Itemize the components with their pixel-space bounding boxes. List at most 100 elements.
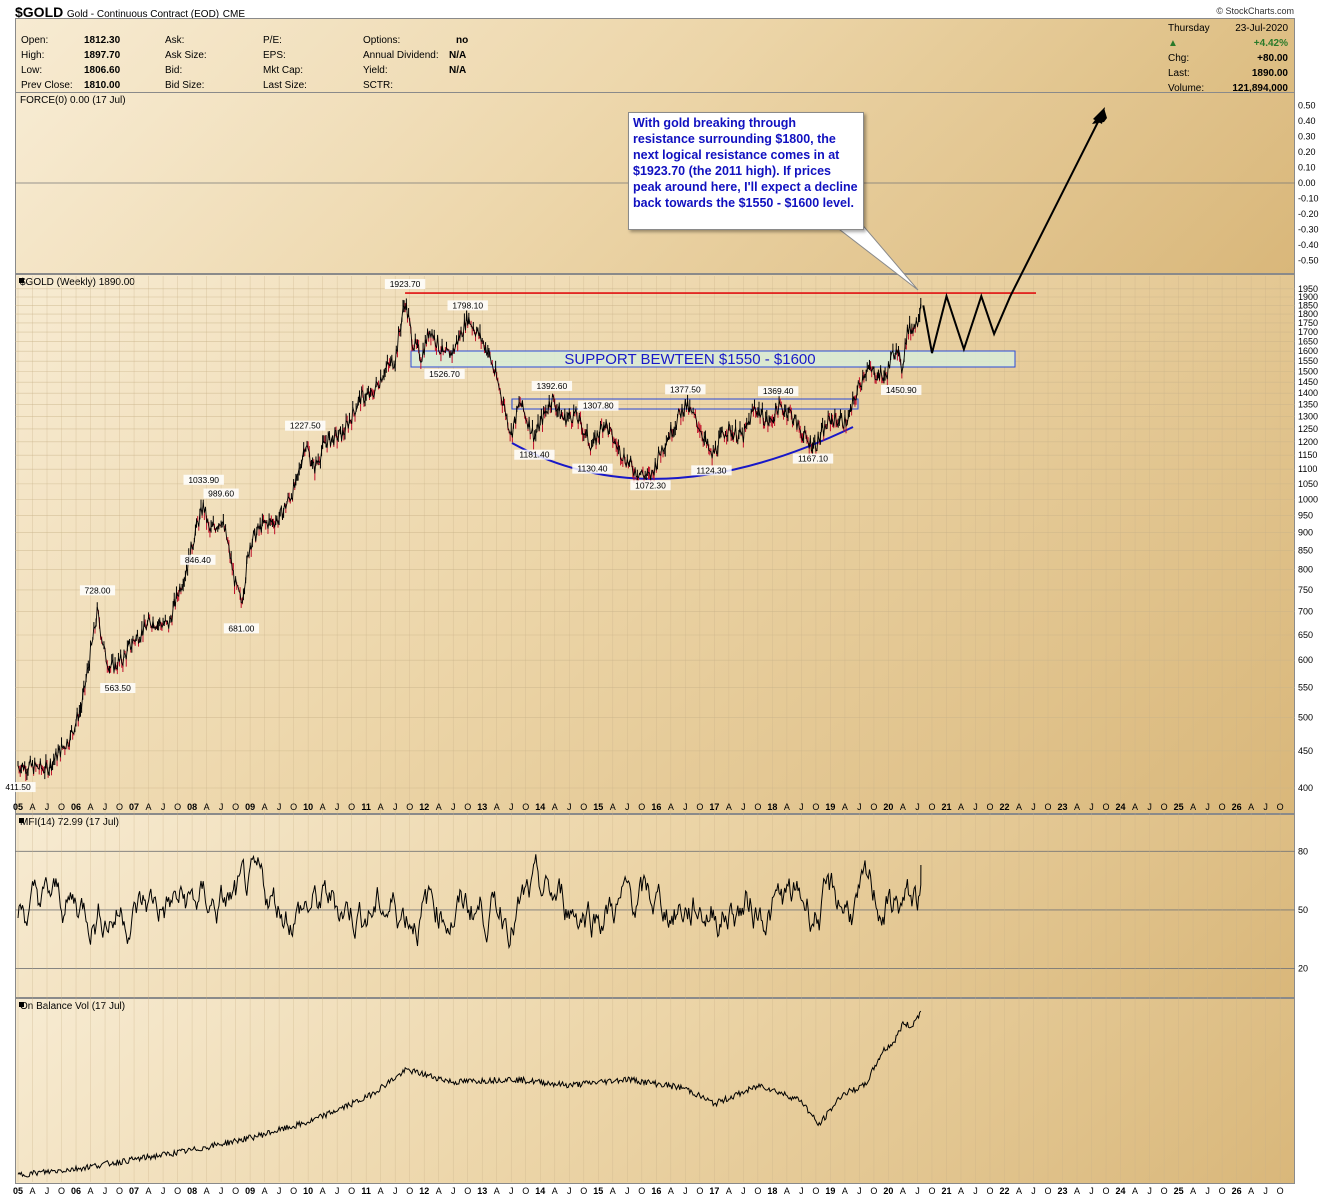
x-tick-label: J xyxy=(857,1186,862,1196)
x-tick-label: O xyxy=(580,802,587,812)
exchange: CME xyxy=(222,9,245,20)
x-tick-label: O xyxy=(812,802,819,812)
x-tick-label: J xyxy=(161,802,166,812)
x-tick-label: A xyxy=(552,802,558,812)
x-tick-label: 24 xyxy=(1116,1186,1126,1196)
force-tick-label: -0.40 xyxy=(1298,240,1319,250)
high-value-text: 1897.70 xyxy=(84,50,121,61)
x-tick-label: J xyxy=(1031,1186,1036,1196)
quote-last-row: Last: 1890.00 xyxy=(1168,66,1288,81)
x-tick-label: J xyxy=(1089,802,1094,812)
x-tick-label: A xyxy=(262,802,268,812)
x-tick-label: O xyxy=(464,802,471,812)
price-tick-label: 650 xyxy=(1298,630,1313,640)
x-tick-label: 12 xyxy=(419,802,429,812)
x-tick-label: 19 xyxy=(825,1186,835,1196)
price-tick-label: 1450 xyxy=(1298,377,1318,387)
x-tick-label: 06 xyxy=(71,802,81,812)
chg-value: +80.00 xyxy=(1257,53,1288,64)
force-tick-label: -0.50 xyxy=(1298,255,1319,265)
x-tick-label: O xyxy=(58,802,65,812)
x-tick-label: O xyxy=(116,1186,123,1196)
x-tick-label: A xyxy=(784,1186,790,1196)
mfi-tick-label: 80 xyxy=(1298,846,1308,856)
annotation-label: 846.40 xyxy=(185,555,211,565)
x-tick-label: J xyxy=(567,1186,572,1196)
price-tick-label: 1050 xyxy=(1298,479,1318,489)
force-tick-label: 0.20 xyxy=(1298,147,1316,157)
x-tick-label: 08 xyxy=(187,1186,197,1196)
force-tick-label: 0.10 xyxy=(1298,163,1316,173)
x-tick-label: O xyxy=(1277,802,1284,812)
x-tick-label: 26 xyxy=(1232,1186,1242,1196)
obv-line xyxy=(17,1010,922,1178)
last-label: Last: xyxy=(1168,68,1190,79)
x-tick-label: 23 xyxy=(1058,802,1068,812)
x-tick-label: O xyxy=(464,1186,471,1196)
x-tick-label: O xyxy=(638,802,645,812)
x-tick-label: 09 xyxy=(245,1186,255,1196)
mfi-panel: MFI(14) 72.99 (17 Jul) xyxy=(15,814,1295,998)
x-tick-label: J xyxy=(45,802,50,812)
annotation-bg xyxy=(572,463,613,474)
price-tick-label: 700 xyxy=(1298,607,1313,617)
x-tick-label: O xyxy=(696,802,703,812)
x-tick-label: O xyxy=(986,802,993,812)
price-tick-label: 1900 xyxy=(1298,292,1318,302)
quote-date: 23-Jul-2020 xyxy=(1235,23,1288,34)
x-tick-label: A xyxy=(1190,1186,1196,1196)
open-label: Open: xyxy=(21,35,49,46)
annotation-bg xyxy=(203,488,239,499)
x-tick-label: J xyxy=(509,1186,514,1196)
x-tick-label: 11 xyxy=(361,802,371,812)
x-tick-label: O xyxy=(696,1186,703,1196)
x-tick-label: J xyxy=(1031,802,1036,812)
annotation-bg xyxy=(881,384,922,395)
annotation-bg xyxy=(0,782,36,793)
x-tick-label: O xyxy=(348,1186,355,1196)
x-tick-label: J xyxy=(915,802,920,812)
annotation-bg xyxy=(384,279,426,290)
annotation-label: 728.00 xyxy=(85,585,111,595)
x-tick-label: 14 xyxy=(535,1186,545,1196)
low-label: Low: xyxy=(21,65,43,76)
options-value-text: no xyxy=(456,35,469,46)
price-tick-label: 1000 xyxy=(1298,494,1318,504)
x-tick-label: 18 xyxy=(767,1186,777,1196)
x-tick-label: J xyxy=(509,802,514,812)
x-tick-label: A xyxy=(900,802,906,812)
x-tick-label: O xyxy=(116,802,123,812)
x-tick-label: A xyxy=(1132,1186,1138,1196)
price-tick-label: 1150 xyxy=(1298,450,1317,460)
force-tick-label: 0.50 xyxy=(1298,101,1316,111)
x-tick-label: 22 xyxy=(999,1186,1009,1196)
x-tick-label: A xyxy=(146,1186,152,1196)
x-tick-label: O xyxy=(1219,1186,1226,1196)
symbol: $GOLD xyxy=(15,4,64,20)
saucer-curve xyxy=(511,426,854,480)
x-tick-label: A xyxy=(668,1186,674,1196)
x-tick-label: 14 xyxy=(535,802,545,812)
x-tick-label: J xyxy=(625,1186,630,1196)
x-tick-label: 26 xyxy=(1232,802,1242,812)
chart-header: $GOLD Gold - Continuous Contract (EOD) C… xyxy=(15,4,245,20)
x-tick-label: J xyxy=(45,1186,50,1196)
panel-marker-icon xyxy=(19,1002,24,1007)
price-tick-label: 750 xyxy=(1298,585,1313,595)
x-tick-label: 06 xyxy=(71,1186,81,1196)
x-tick-label: J xyxy=(1147,802,1152,812)
x-tick-label: 20 xyxy=(883,1186,893,1196)
x-tick-label: 17 xyxy=(709,802,719,812)
x-tick-label: A xyxy=(494,1186,500,1196)
price-tick-label: 1350 xyxy=(1298,400,1318,410)
x-tick-label: A xyxy=(29,1186,35,1196)
x-tick-label: A xyxy=(1074,802,1080,812)
price-tick-label: 1850 xyxy=(1298,300,1318,310)
x-tick-label: A xyxy=(1248,1186,1254,1196)
dividend-value-text: N/A xyxy=(449,50,467,61)
annotation-label: 563.50 xyxy=(105,683,131,693)
x-tick-label: O xyxy=(406,1186,413,1196)
ask-label: Ask: xyxy=(165,35,185,46)
x-tick-label: O xyxy=(928,802,935,812)
